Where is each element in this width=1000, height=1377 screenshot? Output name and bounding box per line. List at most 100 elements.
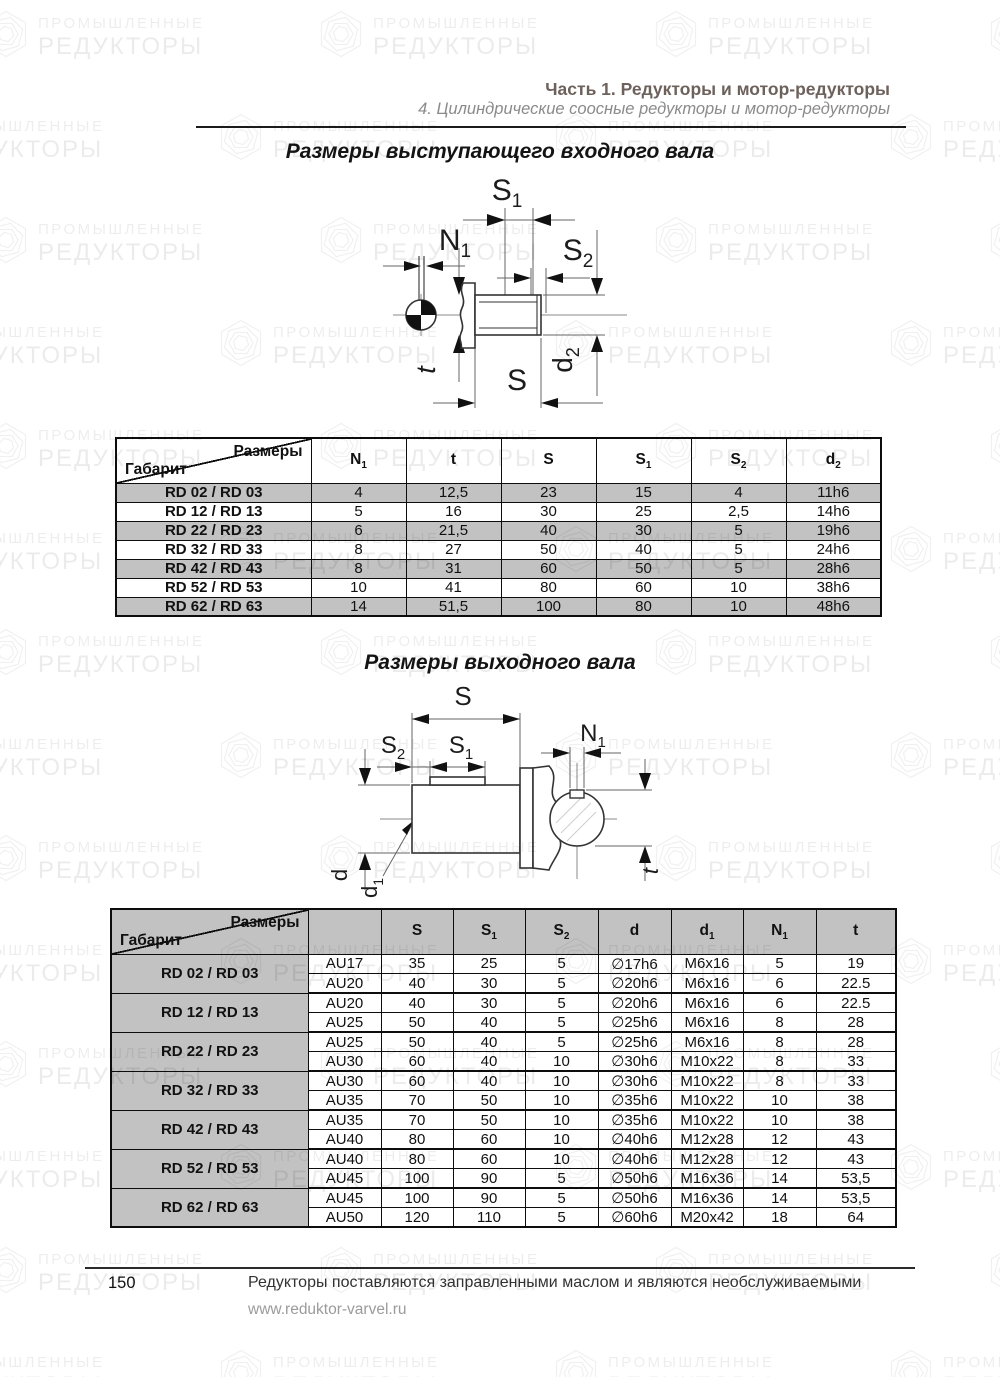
- column-header-variant: [307, 908, 382, 955]
- table-row: RD 32 / RD 33 AU30 60 40 10 ∅30h6 M10x22 8 33: [110, 1070, 897, 1111]
- table-row: AU45 100 90 5 ∅50h6 M16x36 14 53,5: [111, 1168, 897, 1189]
- cell: 64: [815, 1207, 897, 1228]
- watermark-logo-icon: [220, 731, 262, 779]
- watermark-logo-icon: [990, 1040, 1000, 1088]
- table-row: AU25 50 40 5 ∅25h6 M6x16 8 28: [111, 1012, 897, 1033]
- cell: 16: [405, 501, 502, 522]
- cell: ∅40h6: [597, 1129, 672, 1150]
- dim-label-s2: S2: [381, 732, 405, 763]
- column-header-d1: d1: [670, 908, 744, 955]
- cell: 33: [815, 1070, 897, 1091]
- watermark-line1: ПРОМЫШЛЕННЫЕ: [0, 736, 105, 753]
- column-header-n1: N1: [742, 908, 817, 955]
- table-row: RD 32 / RD 33 8 27 50 40 5 24h6: [115, 539, 882, 560]
- group-label: RD 32 / RD 33: [110, 1070, 309, 1111]
- watermark-line2: РЕДУКТОРЫ: [0, 1166, 104, 1193]
- watermark-logo-icon: [0, 216, 27, 264]
- cell: 10: [524, 1129, 599, 1150]
- cell: 11h6: [785, 482, 882, 503]
- table-row: RD 12 / RD 13 5 16 30 25 2,5 14h6: [115, 501, 882, 522]
- watermark-line2: РЕДУКТОРЫ: [38, 33, 204, 60]
- cell: 19: [815, 953, 897, 974]
- table-row: AU40 80 60 10 ∅40h6 M12x28 12 43: [111, 1129, 897, 1150]
- cell: 25: [452, 953, 526, 974]
- cell: 50: [452, 1109, 526, 1130]
- cell: AU40: [307, 1129, 382, 1150]
- cell: 43: [815, 1129, 897, 1150]
- cell: 5: [524, 992, 599, 1013]
- cell: 22.5: [815, 992, 897, 1013]
- column-header-t: t: [405, 437, 502, 484]
- input-shaft-table: Размеры Габарит N1 t S S1 S2 d2 RD 02 / RD 03 4 12…: [115, 437, 882, 617]
- watermark-line2: РЕДУКТОРЫ: [38, 239, 204, 266]
- watermark-line1: ПРОМЫШЛЕННЫЕ: [38, 839, 205, 856]
- watermark-line1: ПРОМЫШЛЕННЫЕ: [708, 15, 875, 32]
- watermark-line2: РЕДУКТОРЫ: [943, 960, 1000, 987]
- watermark-logo-icon: [890, 1349, 932, 1377]
- cell: AU30: [307, 1051, 382, 1072]
- cell: 38: [815, 1090, 897, 1111]
- cell: 8: [742, 1012, 817, 1033]
- table-row: RD 12 / RD 13 AU20 40 30 5 ∅20h6 M6x16 6 22.5: [110, 992, 897, 1033]
- watermark-line2: РЕДУКТОРЫ: [943, 754, 1000, 781]
- watermark-line2: РЕДУКТОРЫ: [373, 33, 539, 60]
- cell: AU45: [307, 1168, 382, 1189]
- cell: 5: [690, 558, 787, 579]
- cell: 6: [742, 992, 817, 1013]
- cell: 38h6: [785, 577, 882, 598]
- cell: 30: [500, 501, 597, 522]
- cell: ∅50h6: [597, 1168, 672, 1189]
- cell: 23: [500, 482, 597, 503]
- table-row: AU35 70 50 10 ∅35h6 M10x22 10 38: [111, 1090, 897, 1111]
- dim-label-n1: N1: [580, 720, 606, 751]
- cell: 8: [742, 1031, 817, 1052]
- table-row: RD 02 / RD 03 4 12,5 23 15 4 11h6: [115, 482, 882, 503]
- watermark-line2: РЕДУКТОРЫ: [943, 1166, 1000, 1193]
- cell: 21,5: [405, 520, 502, 541]
- watermark-logo-icon: [990, 10, 1000, 58]
- row-label: RD 02 / RD 03: [115, 482, 312, 503]
- cell: 60: [595, 577, 692, 598]
- cell: 80: [500, 577, 597, 598]
- cell: AU17: [307, 953, 382, 974]
- cell: 14h6: [785, 501, 882, 522]
- watermark-line2: РЕДУКТОРЫ: [38, 857, 204, 884]
- cell: AU50: [307, 1207, 382, 1228]
- watermark-line1: ПРОМЫШЛЕННЫЕ: [943, 1148, 1000, 1165]
- watermark-line1: ПРОМЫШЛЕННЫЕ: [0, 324, 105, 341]
- watermark-line1: ПРОМЫШЛЕННЫЕ: [943, 118, 1000, 135]
- cell: 53,5: [815, 1187, 897, 1208]
- cell: 10: [524, 1051, 599, 1072]
- cell: 35: [380, 953, 454, 974]
- cell: 40: [452, 1051, 526, 1072]
- cell: M6x16: [670, 992, 744, 1013]
- dim-label-s2: S2: [563, 234, 594, 272]
- cell: 28h6: [785, 558, 882, 579]
- table-row: RD 02 / RD 03 AU17 35 25 5 ∅17h6 M6x16 5 19: [110, 953, 897, 994]
- watermark-line1: ПРОМЫШЛЕННЫЕ: [0, 942, 105, 959]
- cell: 41: [405, 577, 502, 598]
- column-header-s2: S2: [524, 908, 599, 955]
- table-row: RD 52 / RD 53 AU40 80 60 10 ∅40h6 M12x28 12 43: [110, 1148, 897, 1189]
- cell: 50: [380, 1031, 454, 1052]
- cell: 38: [815, 1109, 897, 1130]
- cell: 100: [500, 596, 597, 617]
- table-row: RD 22 / RD 23 6 21,5 40 30 5 19h6: [115, 520, 882, 541]
- watermark-logo-icon: [0, 1040, 27, 1088]
- cell: 5: [524, 1207, 599, 1228]
- watermark-logo-icon: [990, 422, 1000, 470]
- cell: 100: [380, 1187, 454, 1208]
- watermark-logo-icon: [0, 10, 27, 58]
- group-label: RD 52 / RD 53: [110, 1148, 309, 1189]
- cell: AU35: [307, 1109, 382, 1130]
- cell: 90: [452, 1168, 526, 1189]
- cell: 10: [524, 1070, 599, 1091]
